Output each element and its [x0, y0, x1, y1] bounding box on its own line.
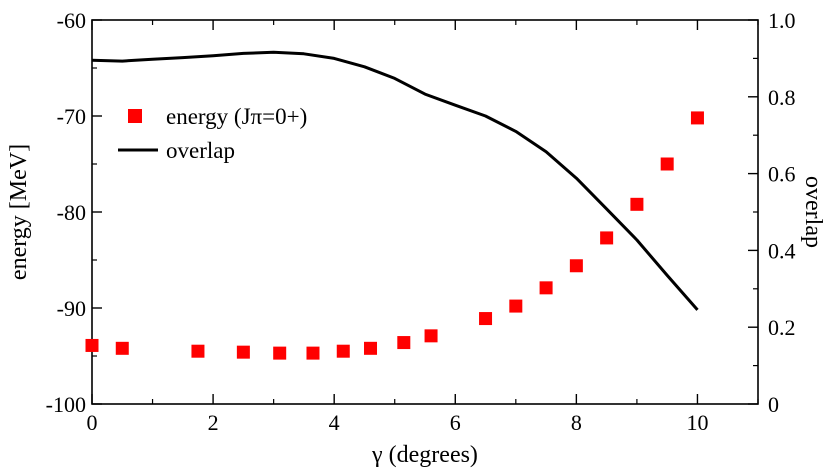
y-right-tick-label: 0.8 [768, 85, 796, 110]
energy-point [600, 231, 614, 245]
energy-point [660, 157, 674, 171]
energy-point [191, 344, 205, 358]
energy-point [85, 338, 99, 352]
energy-point [273, 346, 287, 360]
y-left-tick-label: -100 [46, 392, 86, 417]
y-right-tick-label: 0.4 [768, 238, 796, 263]
energy-point [336, 344, 350, 358]
labels-group: 0 2 4 6 8 10 -100 -90 -80 -70 -60 0 0.2 0.4 0.6 0.8 1.0 γ… [6, 8, 826, 468]
energy-point [569, 259, 583, 273]
energy-point [397, 336, 411, 350]
y-left-axis-title: energy [MeV] [6, 144, 32, 280]
energy-point [364, 341, 378, 355]
y-right-tick-label: 0 [768, 392, 779, 417]
y-right-axis-title: overlap [800, 176, 826, 248]
y-right-tick-label: 1.0 [768, 8, 796, 33]
energy-point [509, 299, 523, 313]
legend-label-overlap: overlap [166, 138, 235, 163]
series-group [85, 50, 704, 360]
legend-marker-energy [128, 109, 142, 123]
legend-label-energy: energy (Jπ=0+) [166, 104, 307, 129]
energy-point [690, 111, 704, 125]
x-axis-title: γ (degrees) [371, 442, 478, 468]
energy-point [424, 329, 438, 343]
overlap-line [91, 50, 699, 311]
y-left-tick-label: -60 [57, 8, 86, 33]
x-tick-label: 4 [329, 410, 340, 435]
y-right-tick-label: 0.2 [768, 315, 796, 340]
energy-point [306, 346, 320, 360]
x-tick-label: 0 [87, 410, 98, 435]
energy-point [479, 312, 493, 326]
x-tick-label: 2 [208, 410, 219, 435]
x-tick-label: 6 [450, 410, 461, 435]
legend-group: energy (Jπ=0+) overlap [118, 104, 307, 163]
energy-point [115, 341, 129, 355]
energy-point [630, 197, 644, 211]
energy-point [539, 281, 553, 295]
x-tick-label: 8 [571, 410, 582, 435]
energy-point [236, 345, 250, 359]
x-tick-label: 10 [686, 410, 708, 435]
y-left-tick-label: -90 [57, 296, 86, 321]
y-right-tick-label: 0.6 [768, 162, 796, 187]
y-left-tick-label: -70 [57, 104, 86, 129]
y-left-tick-label: -80 [57, 200, 86, 225]
ticks-group [91, 19, 759, 405]
